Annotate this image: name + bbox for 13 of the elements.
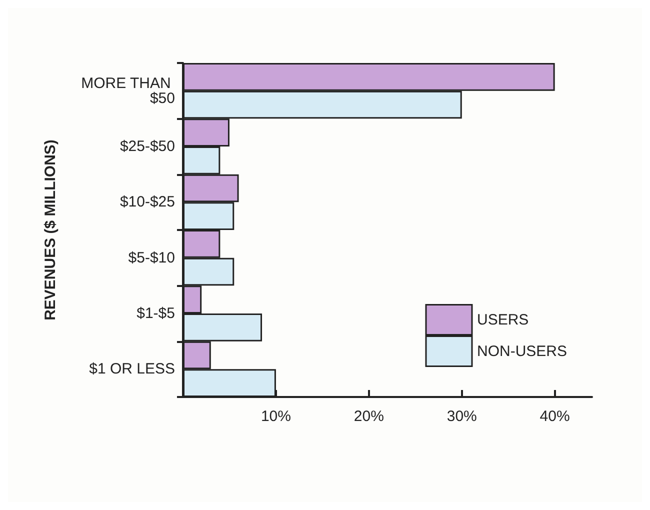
x-tick-label: 10%: [260, 408, 291, 425]
y-tick-label: $1 OR LESS: [89, 360, 175, 378]
legend-label: NON-USERS: [476, 342, 568, 360]
y-tick-label: $10-$25: [120, 194, 175, 211]
y-axis-title: REVENUES ($ MILLIONS): [42, 140, 59, 320]
y-tick-label: $25-$50: [120, 138, 175, 155]
y-tick-label: MORE THAN $50: [81, 74, 175, 107]
legend-label: USERS: [476, 311, 529, 328]
x-tick-label: 20%: [354, 408, 384, 425]
y-tick-label: $1-$5: [136, 305, 175, 322]
y-tick-label: $5-$10: [128, 249, 175, 266]
x-tick-label: 30%: [446, 408, 477, 425]
x-tick-label: 40%: [540, 408, 570, 425]
